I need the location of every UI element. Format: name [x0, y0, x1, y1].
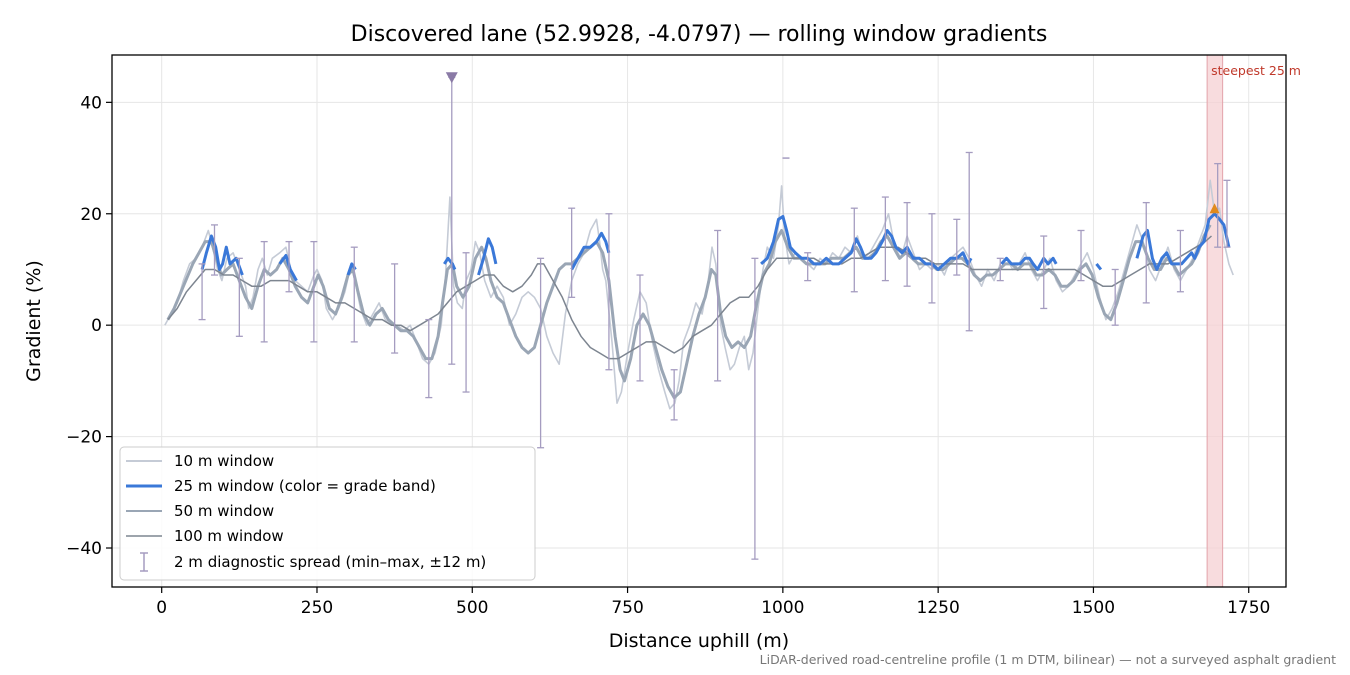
series-25m-line — [200, 234, 244, 276]
footnote: LiDAR-derived road-centreline profile (1… — [760, 652, 1336, 667]
error-bar — [670, 369, 678, 421]
y-tick-label: 40 — [80, 93, 102, 113]
y-tick-label: −20 — [66, 428, 102, 448]
error-bar — [568, 207, 576, 298]
series-25m-line — [443, 256, 457, 271]
error-bar — [605, 213, 613, 371]
error-bar — [198, 263, 206, 321]
x-tick-label: 250 — [301, 598, 333, 618]
y-tick-label: 20 — [80, 205, 102, 225]
error-bar — [636, 274, 644, 382]
error-bar — [1077, 229, 1085, 282]
x-tick-label: 750 — [611, 598, 643, 618]
series-25m-line — [1000, 256, 1058, 271]
legend-box — [119, 446, 536, 581]
error-bar — [928, 213, 936, 304]
error-bar — [235, 257, 243, 337]
y-axis-label: Gradient (%) — [23, 260, 45, 382]
error-bar — [285, 240, 293, 293]
error-bar — [210, 224, 218, 276]
legend-label-25m: 25 m window (color = grade band) — [174, 477, 436, 495]
series-25m-line — [570, 231, 611, 271]
error-bar — [1142, 201, 1150, 304]
outlier-marker — [445, 72, 458, 84]
error-bar — [350, 246, 358, 343]
legend-label-50m: 50 m window — [174, 502, 274, 520]
error-bar — [1111, 268, 1119, 326]
steepest-band — [1206, 54, 1224, 588]
error-bar — [903, 201, 911, 287]
x-tick-label: 500 — [456, 598, 488, 618]
error-bar — [1040, 235, 1048, 310]
peak-marker — [1209, 203, 1220, 214]
x-tick-label: 1750 — [1227, 598, 1270, 618]
error-bar — [260, 240, 268, 343]
series-25m-line — [477, 237, 498, 276]
y-tick-label: −40 — [66, 539, 102, 559]
error-bar — [1214, 162, 1222, 248]
error-bar — [1176, 229, 1184, 293]
x-tick-label: 1250 — [917, 598, 960, 618]
error-bar — [714, 229, 722, 382]
plot-frame — [111, 54, 1287, 588]
error-bar — [965, 151, 973, 332]
legend-label-100m: 100 m window — [174, 527, 284, 545]
error-bar — [391, 263, 399, 354]
x-tick-label: 0 — [156, 598, 167, 618]
series-25m-line — [278, 254, 298, 282]
chart-title: Discovered lane (52.9928, -4.0797) — rol… — [351, 22, 1048, 47]
legend: 10 m window 25 m window (color = grade b… — [119, 446, 536, 581]
legend-swatch-errbar — [140, 552, 148, 572]
error-bar — [1223, 179, 1231, 248]
error-bar — [881, 196, 889, 282]
error-bar — [537, 257, 545, 449]
error-bar — [996, 257, 1004, 282]
legend-label-errbar: 2 m diagnostic spread (min–max, ±12 m) — [174, 553, 486, 571]
x-tick-label: 1000 — [761, 598, 804, 618]
error-bar — [462, 252, 470, 393]
steepest-band-label: steepest 25 m — [1211, 63, 1301, 78]
error-bar — [310, 240, 318, 343]
y-tick-label: 0 — [91, 316, 102, 336]
error-bar — [953, 218, 961, 276]
legend-label-10m: 10 m window — [174, 452, 274, 470]
x-axis-label: Distance uphill (m) — [609, 630, 789, 652]
series-25m-line — [1135, 212, 1231, 271]
series-25m-line — [760, 215, 973, 271]
series-25m-line — [1095, 262, 1103, 271]
x-tick-label: 1500 — [1072, 598, 1115, 618]
error-bar — [751, 257, 759, 560]
error-bar — [850, 207, 858, 293]
error-bar — [425, 318, 433, 399]
error-bar — [804, 252, 812, 282]
